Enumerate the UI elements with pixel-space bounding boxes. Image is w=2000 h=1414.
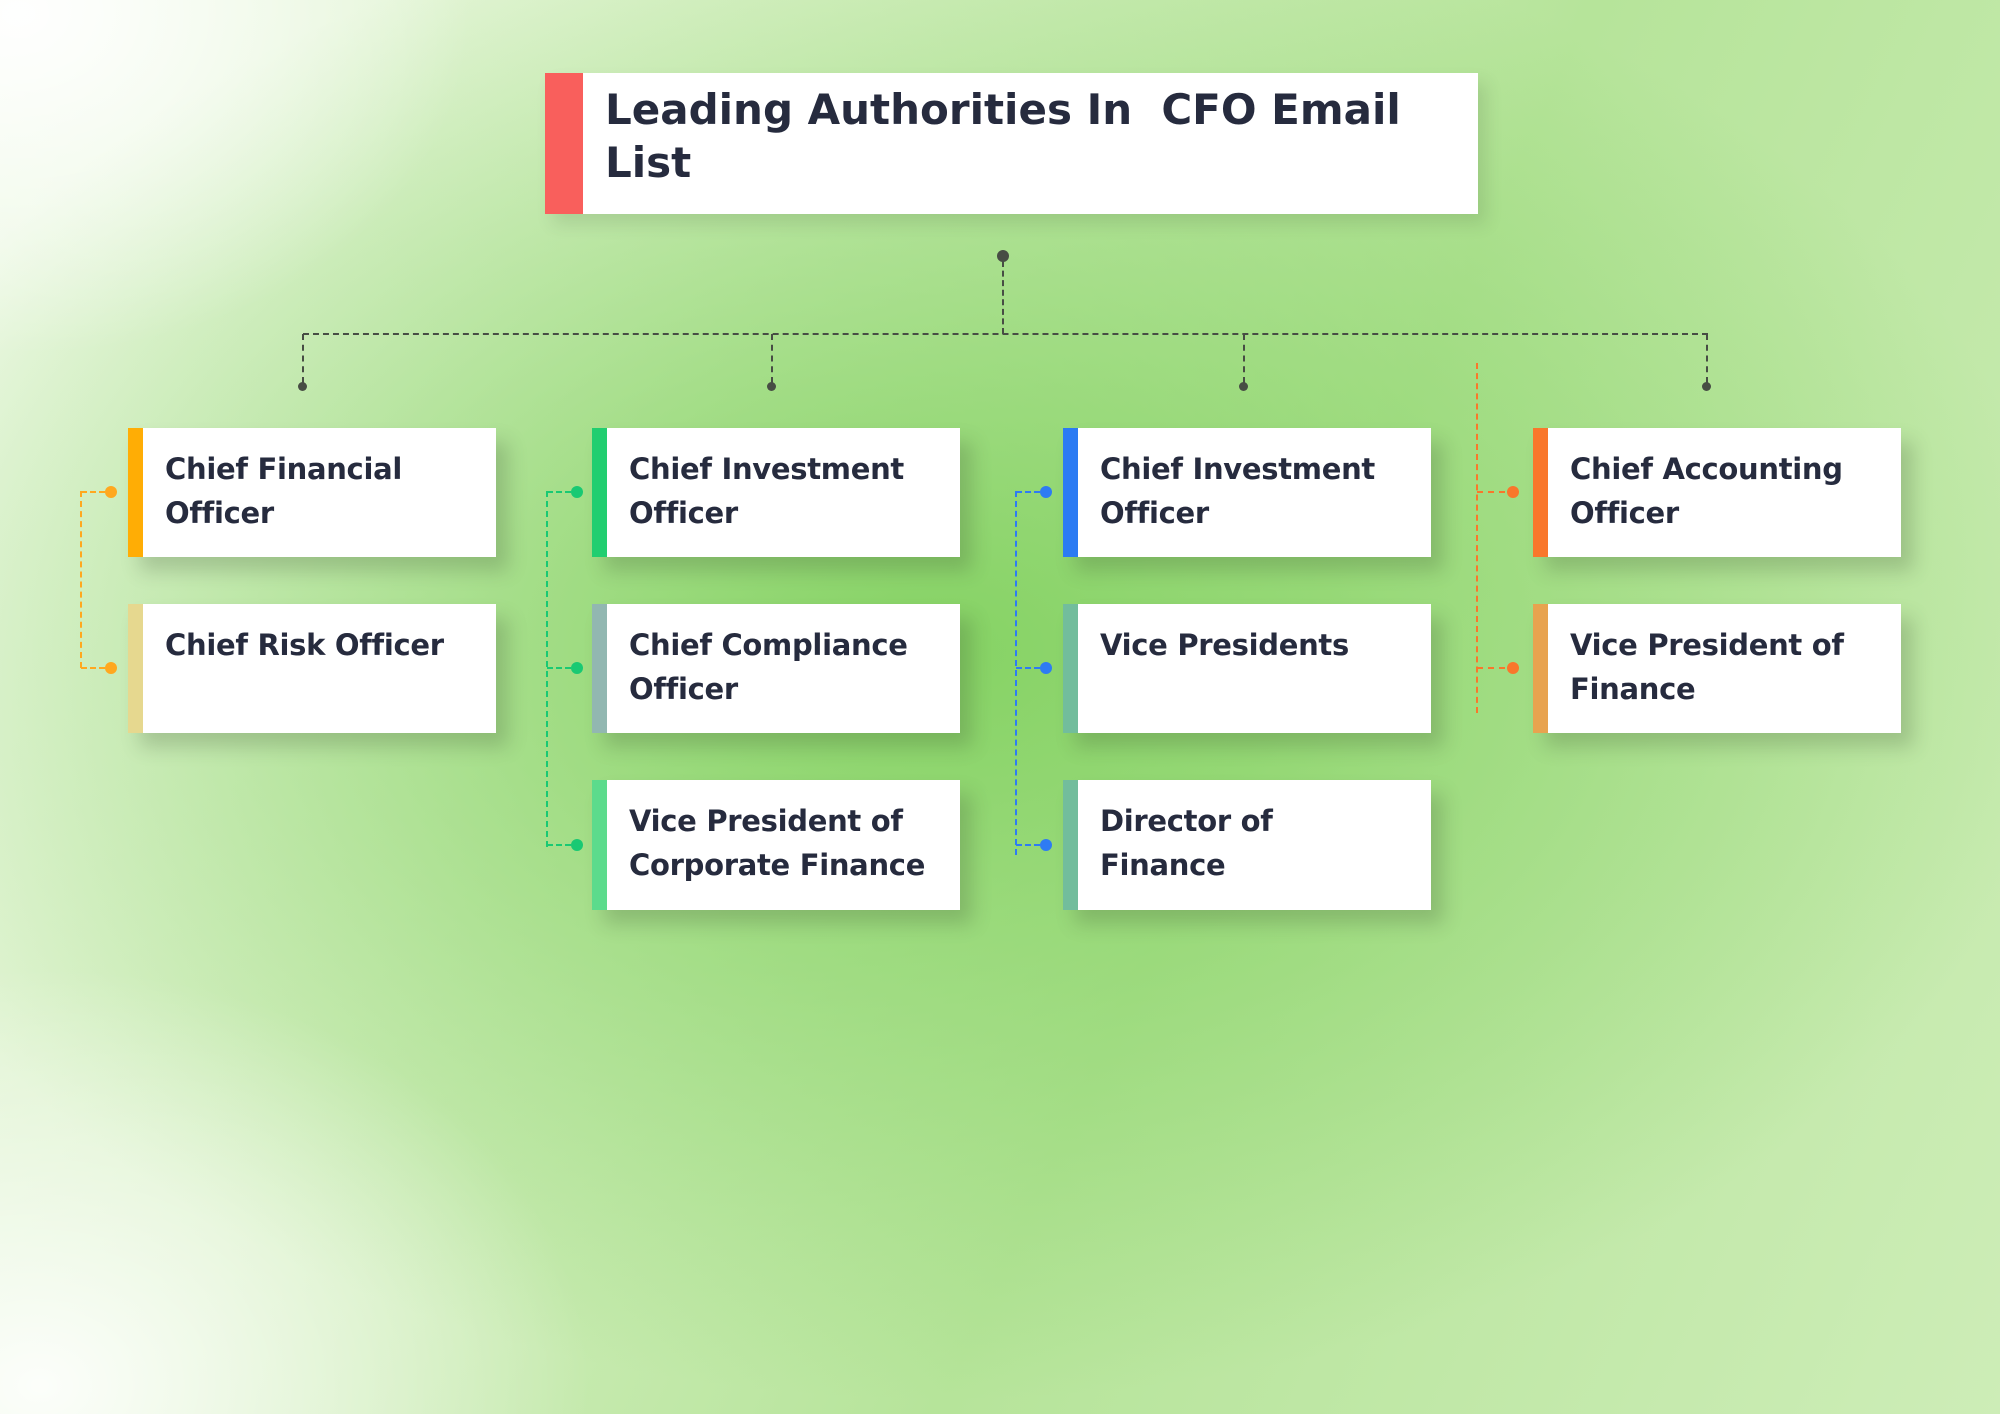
- col2-connector-stub-1: [547, 491, 571, 493]
- card-label: Vice President of Finance: [1570, 628, 1844, 706]
- col2-connector-stub-2: [547, 667, 571, 669]
- tree-root-dot: [997, 250, 1009, 262]
- col3-connector-stub-2: [1016, 667, 1040, 669]
- card-label: Chief Compliance Officer: [629, 628, 908, 706]
- tree-drop-line-4: [1706, 334, 1708, 383]
- tree-drop-line-3: [1243, 334, 1245, 383]
- tree-stem-line: [1002, 261, 1004, 334]
- col4-connector-stub-1: [1477, 491, 1505, 493]
- card-vice-presidents: Vice Presidents: [1063, 604, 1431, 733]
- card-accent-bar: [1063, 428, 1078, 557]
- card-vp-corporate-finance: Vice President of Corporate Finance: [592, 780, 960, 910]
- card-label: Chief Financial Officer: [165, 452, 403, 530]
- card-label: Chief Investment Officer: [1100, 452, 1375, 530]
- card-chief-financial-officer: Chief Financial Officer: [128, 428, 496, 557]
- col4-connector-line: [1476, 363, 1478, 713]
- card-label: Vice President of Corporate Finance: [629, 804, 926, 882]
- card-chief-investment-officer-1: Chief Investment Officer: [592, 428, 960, 557]
- col4-connector-dot-1: [1507, 486, 1519, 498]
- tree-drop-line-2: [771, 334, 773, 383]
- tree-drop-line-1: [302, 334, 304, 383]
- card-chief-compliance-officer: Chief Compliance Officer: [592, 604, 960, 733]
- card-chief-accounting-officer: Chief Accounting Officer: [1533, 428, 1901, 557]
- col2-connector-dot-2: [571, 662, 583, 674]
- title-accent-bar: [545, 73, 583, 214]
- card-accent-bar: [1063, 604, 1078, 733]
- col3-connector-dot-3: [1040, 839, 1052, 851]
- col2-connector-dot-3: [571, 839, 583, 851]
- tree-drop-dot-1: [298, 382, 307, 391]
- card-accent-bar: [592, 780, 607, 910]
- tree-branch-line: [303, 333, 1708, 335]
- col2-connector-stub-3: [547, 844, 571, 846]
- card-label: Director of Finance: [1100, 804, 1273, 882]
- col1-connector-dot-1: [105, 486, 117, 498]
- card-accent-bar: [128, 428, 143, 557]
- card-chief-risk-officer: Chief Risk Officer: [128, 604, 496, 733]
- card-chief-investment-officer-2: Chief Investment Officer: [1063, 428, 1431, 557]
- col1-connector-stub-2: [81, 667, 105, 669]
- tree-drop-dot-2: [767, 382, 776, 391]
- col3-connector-dot-2: [1040, 662, 1052, 674]
- card-accent-bar: [1063, 780, 1078, 910]
- card-label: Chief Accounting Officer: [1570, 452, 1843, 530]
- card-accent-bar: [592, 428, 607, 557]
- col1-connector-line: [80, 491, 82, 668]
- card-accent-bar: [1533, 428, 1548, 557]
- tree-drop-dot-3: [1239, 382, 1248, 391]
- tree-drop-dot-4: [1702, 382, 1711, 391]
- title-card: Leading Authorities In CFO Email List: [545, 73, 1478, 214]
- card-label: Vice Presidents: [1100, 628, 1349, 662]
- card-accent-bar: [128, 604, 143, 733]
- card-director-of-finance: Director of Finance: [1063, 780, 1431, 910]
- card-accent-bar: [592, 604, 607, 733]
- card-label: Chief Risk Officer: [165, 628, 444, 662]
- col1-connector-stub-1: [81, 491, 105, 493]
- card-label: Chief Investment Officer: [629, 452, 904, 530]
- card-accent-bar: [1533, 604, 1548, 733]
- col3-connector-line: [1015, 491, 1017, 855]
- col3-connector-stub-1: [1016, 491, 1040, 493]
- chart-title: Leading Authorities In CFO Email List: [605, 85, 1401, 187]
- col3-connector-stub-3: [1016, 844, 1040, 846]
- col4-connector-stub-2: [1477, 667, 1505, 669]
- col4-connector-dot-2: [1507, 662, 1519, 674]
- col2-connector-dot-1: [571, 486, 583, 498]
- card-vp-finance: Vice President of Finance: [1533, 604, 1901, 733]
- col1-connector-dot-2: [105, 662, 117, 674]
- col2-connector-line: [546, 491, 548, 847]
- col3-connector-dot-1: [1040, 486, 1052, 498]
